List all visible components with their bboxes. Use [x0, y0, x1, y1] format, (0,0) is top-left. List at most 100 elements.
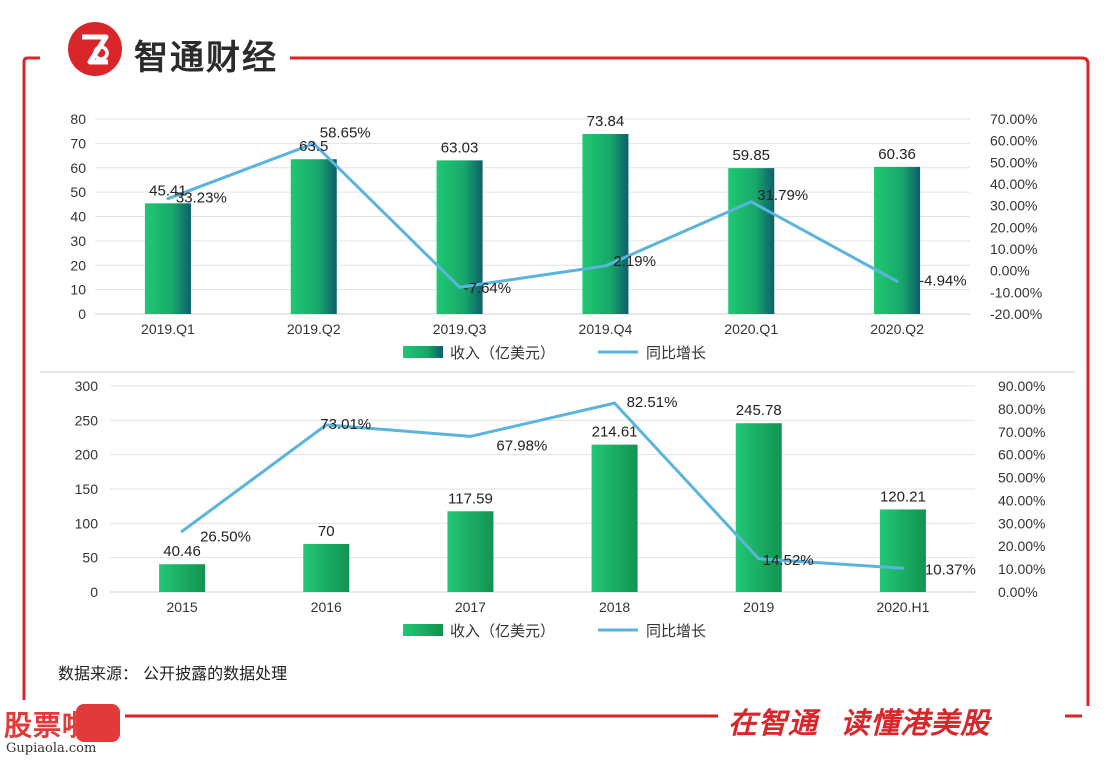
bar: [591, 444, 638, 592]
growth-point: [324, 423, 328, 427]
right-axis-tick-label: 0.00%: [998, 584, 1038, 600]
x-axis-tick-label: 2020.Q2: [870, 321, 924, 337]
right-axis-tick-label: 30.00%: [990, 198, 1037, 214]
bar: [303, 543, 350, 592]
legend: [403, 624, 638, 636]
right-axis-tick-label: 80.00%: [998, 401, 1045, 417]
bar: [582, 134, 629, 314]
right-axis-tick-label: 50.00%: [990, 154, 1037, 170]
bar-value-label: 73.84: [587, 113, 625, 130]
brand-name: 智通财经: [134, 38, 278, 78]
growth-line: [181, 401, 904, 570]
legend-bar-label: 收入（亿美元）: [450, 623, 555, 640]
growth-point: [757, 557, 761, 561]
bar: [290, 159, 337, 314]
growth-point: [895, 279, 899, 283]
source-note: 数据来源： 公开披露的数据处理: [58, 664, 288, 683]
bar-value-label: 63.5: [299, 138, 328, 155]
bar: [728, 168, 775, 314]
left-axis-tick-label: 30: [70, 233, 86, 249]
x-axis-tick-label: 2016: [311, 599, 342, 615]
left-axis-tick-label: 10: [70, 282, 86, 298]
bar: [735, 423, 782, 592]
growth-value-label: 58.65%: [320, 125, 371, 142]
x-axis-tick-label: 2015: [167, 599, 198, 615]
right-axis-tick-label: -20.00%: [990, 306, 1042, 322]
x-axis-tick-label: 2017: [455, 599, 486, 615]
bar-value-label: 120.21: [880, 488, 926, 505]
x-axis-tick-label: 2019.Q1: [141, 321, 195, 337]
brand-logo-icon: [68, 22, 122, 76]
left-axis-tick-label: 0: [78, 306, 86, 322]
legend-bar-swatch: [403, 346, 443, 358]
growth-point: [166, 197, 170, 201]
left-axis-tick-label: 50: [82, 550, 98, 566]
watermark-badge-icon: [76, 704, 120, 742]
left-axis-tick-label: 60: [70, 160, 86, 176]
x-axis-tick-label: 2020.Q1: [724, 321, 778, 337]
growth-value-label: 33.23%: [176, 190, 227, 207]
growth-value-label: 14.52%: [763, 552, 814, 569]
right-axis-tick-label: 0.00%: [990, 263, 1030, 279]
bar: [159, 564, 206, 592]
bar: [144, 203, 191, 314]
growth-point: [613, 401, 617, 405]
legend-bar-swatch: [403, 624, 443, 636]
left-axis-tick-label: 40: [70, 209, 86, 225]
slogan: 在智通 读懂港美股: [728, 706, 991, 740]
right-axis-tick-label: 40.00%: [998, 492, 1045, 508]
watermark-text: 股票啦: [4, 709, 92, 742]
legend-line-label: 同比增长: [646, 345, 706, 362]
legend: [403, 346, 638, 358]
growth-point: [468, 434, 472, 438]
right-axis-tick-label: 20.00%: [998, 538, 1045, 554]
left-axis-tick-label: 300: [75, 378, 99, 394]
right-axis-tick-label: 20.00%: [990, 219, 1037, 235]
left-axis-tick-label: 20: [70, 257, 86, 273]
growth-point: [603, 264, 607, 268]
growth-point: [312, 142, 316, 146]
right-axis-tick-label: 70.00%: [998, 424, 1045, 440]
bar-value-label: 214.61: [592, 424, 638, 441]
bar-value-label: 45.41: [149, 182, 187, 199]
left-axis-tick-label: 70: [70, 135, 86, 151]
left-axis-tick-label: 80: [70, 111, 86, 127]
legend-line-label: 同比增长: [646, 623, 706, 640]
growth-value-label: 26.50%: [200, 528, 251, 545]
left-axis-tick-label: 100: [75, 515, 99, 531]
right-axis-tick-label: -10.00%: [990, 284, 1042, 300]
bar-value-label: 117.59: [448, 490, 493, 507]
right-axis-tick-label: 60.00%: [990, 133, 1037, 149]
growth-value-label: 10.37%: [925, 561, 976, 578]
bar: [879, 509, 926, 592]
chart-2: [110, 385, 975, 636]
left-axis-tick-label: 150: [75, 481, 99, 497]
x-axis-tick-label: 2019.Q3: [433, 321, 487, 337]
growth-point: [749, 200, 753, 204]
left-axis-tick-label: 0: [90, 584, 98, 600]
growth-value-label: -4.94%: [919, 272, 967, 289]
legend-bar-label: 收入（亿美元）: [450, 345, 555, 362]
bar-value-label: 59.85: [732, 147, 770, 164]
x-axis-tick-label: 2018: [599, 599, 630, 615]
right-axis-tick-label: 70.00%: [990, 111, 1037, 127]
bar-value-label: 245.78: [736, 402, 782, 419]
x-axis-tick-label: 2019: [743, 599, 774, 615]
growth-point: [901, 566, 905, 570]
growth-value-label: -7.64%: [464, 280, 512, 297]
right-axis-tick-label: 10.00%: [990, 241, 1037, 257]
bar-value-label: 40.46: [163, 543, 201, 560]
watermark-site: Gupiaola.com: [6, 741, 97, 756]
right-axis-tick-label: 10.00%: [998, 561, 1045, 577]
bar-value-label: 70: [318, 523, 335, 540]
bar-value-label: 60.36: [878, 146, 916, 163]
growth-value-label: 82.51%: [627, 394, 678, 411]
bar: [874, 166, 921, 314]
x-axis-tick-label: 2020.H1: [876, 599, 929, 615]
growth-value-label: 67.98%: [496, 437, 547, 454]
growth-point: [458, 285, 462, 289]
chart-1: [95, 118, 970, 358]
right-axis-tick-label: 30.00%: [998, 515, 1045, 531]
